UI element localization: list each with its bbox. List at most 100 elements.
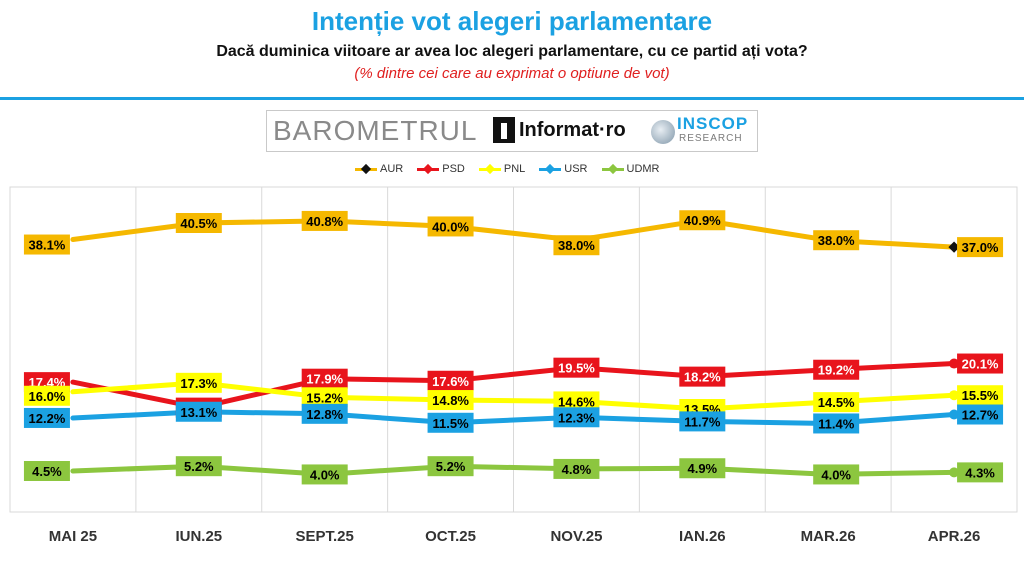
- data-label-text: 17.6%: [432, 374, 469, 389]
- data-label-text: 38.0%: [558, 238, 595, 253]
- data-label-text: 40.9%: [684, 213, 721, 228]
- data-label-box: [957, 237, 1004, 258]
- data-label-text: 4.8%: [562, 462, 592, 477]
- chart-title: Intenție vot alegeri parlamentare: [311, 6, 713, 36]
- legend-label: AUR: [380, 163, 404, 175]
- data-label-box: [813, 359, 860, 380]
- data-label-text: 15.5%: [962, 388, 999, 403]
- data-label-text: 38.1%: [29, 238, 66, 253]
- data-label-box: [957, 385, 1004, 406]
- inscop-logo: INSCOP RESEARCH: [651, 114, 755, 148]
- x-tick-label: IAN.26: [679, 528, 726, 545]
- data-label-pnl: 14.5%: [813, 392, 860, 413]
- data-label-pnl: 15.5%: [957, 385, 1004, 406]
- data-label-box: [175, 213, 222, 233]
- survey-question: Dacă duminica viitoare ar avea loc alege…: [216, 43, 808, 60]
- data-label-aur: 38.0%: [553, 235, 600, 256]
- data-label-text: 13.1%: [180, 405, 217, 420]
- data-label-text: 18.2%: [684, 370, 721, 385]
- data-point-pnl: [949, 390, 960, 401]
- data-label-box: [301, 210, 348, 231]
- data-label-aur: 40.8%: [301, 210, 348, 231]
- data-label-box: [553, 235, 600, 256]
- legend-label: UDMR: [626, 163, 660, 175]
- data-label-text: 40.5%: [180, 216, 217, 231]
- header-divider: [0, 97, 1024, 100]
- legend-item-aur: AUR: [355, 163, 403, 175]
- data-label-usr: 12.7%: [957, 404, 1004, 425]
- legend-item-udmr: UDMR: [601, 163, 660, 175]
- data-label-psd: 19.2%: [813, 359, 860, 380]
- data-label-pnl: 15.2%: [301, 387, 348, 408]
- data-label-text: 14.8%: [432, 393, 469, 408]
- data-label-psd: 19.5%: [553, 357, 600, 378]
- data-label-text: 37.0%: [962, 240, 999, 255]
- data-label-udmr: 4.0%: [813, 464, 860, 485]
- data-label-udmr: 4.9%: [679, 458, 726, 479]
- informat-logo-text: Informat·ro: [519, 118, 626, 141]
- data-label-udmr: 4.8%: [553, 458, 600, 479]
- data-label-psd: 18.2%: [679, 366, 726, 387]
- data-label-box: [175, 456, 222, 477]
- data-label-box: [957, 353, 1004, 374]
- data-label-box: [957, 462, 1004, 483]
- data-label-usr: 12.3%: [553, 407, 600, 428]
- data-label-text: 11.4%: [818, 416, 855, 431]
- data-label-aur: 38.0%: [813, 230, 860, 251]
- data-label-box: [553, 357, 600, 378]
- legend-swatch: [478, 163, 501, 174]
- data-label-pnl: 14.8%: [427, 390, 474, 411]
- data-label-udmr: 4.5%: [23, 461, 70, 481]
- data-label-text: 19.2%: [818, 363, 855, 378]
- data-label-box: [813, 392, 860, 413]
- data-label-box: [553, 407, 600, 428]
- data-label-text: 12.8%: [306, 407, 343, 422]
- data-label-usr: 13.1%: [175, 401, 222, 422]
- data-label-aur: 40.9%: [679, 210, 726, 231]
- legend-item-usr: USR: [539, 163, 588, 175]
- data-label-box: [553, 458, 600, 479]
- series-lines: [70, 217, 960, 480]
- data-label-box: [301, 403, 348, 424]
- data-label-box: [553, 391, 600, 412]
- legend-swatch: [601, 163, 624, 174]
- data-label-text: 4.3%: [965, 465, 995, 480]
- base-note: (% dintre cei care au exprimat o optiune…: [354, 65, 670, 82]
- data-label-box: [679, 458, 726, 479]
- data-point-psd: [949, 358, 960, 369]
- legend-swatch: [539, 163, 562, 174]
- data-label-text: 4.9%: [687, 461, 717, 476]
- data-label-psd: 17.9%: [301, 368, 348, 389]
- data-label-text: 14.6%: [558, 394, 595, 409]
- data-label-text: 15.2%: [306, 390, 343, 405]
- inscop-logo-subtext: RESEARCH: [679, 133, 743, 144]
- x-tick-label: MAI 25: [49, 528, 97, 545]
- x-tick-label: IUN.25: [175, 528, 222, 545]
- data-point-aur: [948, 241, 960, 253]
- legend-swatch: [417, 163, 440, 174]
- data-label-text: 5.2%: [184, 459, 214, 474]
- data-label-aur: 40.0%: [427, 216, 474, 237]
- data-label-box: [301, 464, 348, 485]
- data-label-text: 5.2%: [436, 459, 466, 474]
- data-label-text: 11.5%: [432, 416, 469, 431]
- data-label-text: 16.0%: [29, 389, 66, 404]
- x-tick-label: MAR.26: [801, 528, 856, 545]
- data-label-psd: 20.1%: [957, 353, 1004, 374]
- data-label-usr: 11.4%: [813, 413, 860, 434]
- data-label-box: [813, 464, 860, 485]
- legend-item-pnl: PNL: [478, 163, 525, 175]
- data-label-box: [301, 368, 348, 389]
- legend-item-psd: PSD: [417, 163, 465, 175]
- data-label-box: [427, 390, 474, 411]
- data-point-usr: [949, 409, 960, 420]
- data-label-text: 12.7%: [962, 408, 999, 423]
- data-label-box: [175, 372, 222, 393]
- legend-swatch: [355, 163, 377, 174]
- data-label-usr: 12.2%: [23, 407, 70, 428]
- chart-legend: AUR PSD PNL USR UDMR: [355, 163, 660, 175]
- data-label-text: 4.0%: [310, 467, 340, 482]
- data-label-box: [23, 461, 70, 481]
- x-tick-label: SEPT.25: [296, 528, 354, 545]
